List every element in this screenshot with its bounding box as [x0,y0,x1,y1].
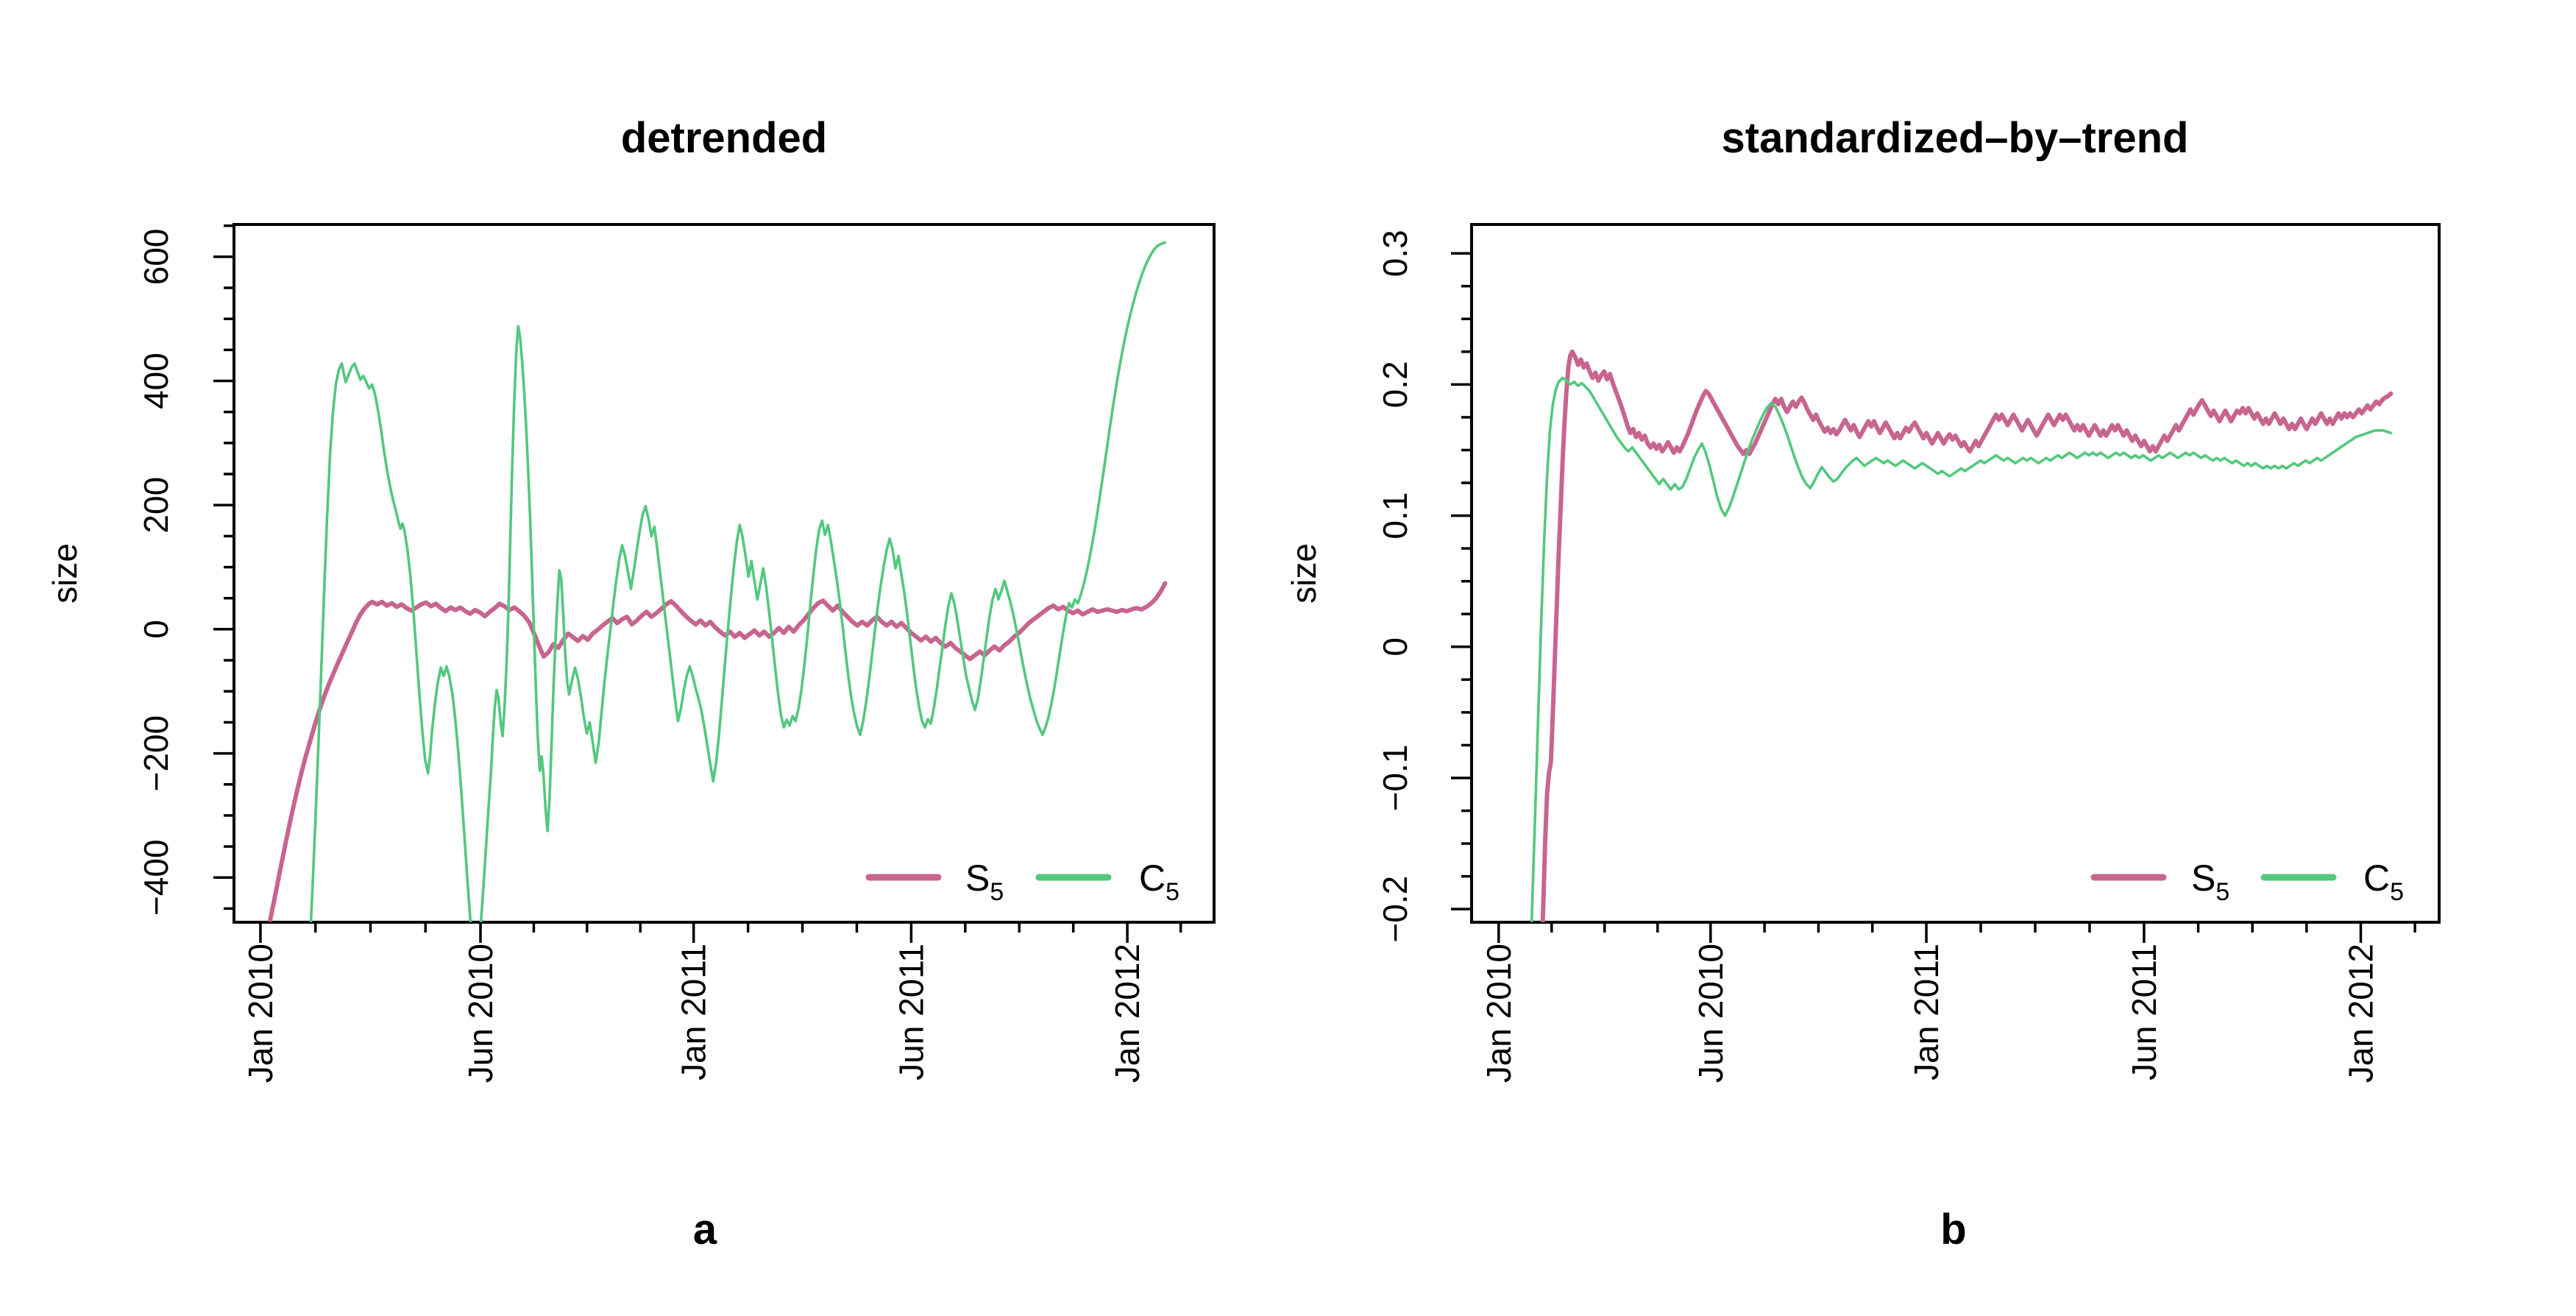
panel-a-tag: a [693,1206,717,1253]
x-tick-label: Jan 2010 [241,944,280,1083]
chart-layer: 600 400 200 0 −200 −400 Jan 2010 Jun 2010 Jan 20… [137,223,2441,1083]
y-tick-label: 200 [137,477,175,534]
y-tick-label: 0.3 [1376,230,1414,277]
plot-box-b [1470,223,2441,924]
panel-a-legend-c5-label: C5 [1139,857,1179,906]
y-tick-label: 0.2 [1376,361,1414,408]
c5-line-a [309,241,1167,922]
panel-a-ylabel: size [46,543,84,604]
y-tick-label: −200 [137,715,175,792]
x-tick-label: Jun 2010 [461,944,500,1083]
y-tick-label: 0 [137,620,175,639]
y-tick-label: −0.1 [1376,745,1414,812]
panel-b-tag: b [1940,1206,1966,1253]
x-tick-label: Jun 2011 [892,944,930,1080]
panel-a-legend-s5-label: S5 [965,857,1004,906]
x-tick-label: Jun 2010 [1692,944,1730,1083]
y-tick-label: 400 [137,353,175,409]
y-tick-label: −0.2 [1376,876,1414,943]
x-tick-label: Jan 2011 [1907,944,1945,1080]
x-tick-label: Jan 2012 [2341,944,2380,1083]
panel-b-legend-c5-label: C5 [2363,857,2404,906]
c5-line-b [1530,376,2393,922]
panel-a-title: detrended [621,114,827,162]
s5-line-b [1540,349,2394,922]
x-tick-label: Jun 2011 [2125,944,2163,1080]
y-tick-label: 600 [137,228,175,285]
y-tick-label: 0 [1376,637,1414,657]
x-tick-label: Jan 2010 [1480,944,1518,1083]
s5-line-a [268,581,1168,922]
x-tick-label: Jan 2012 [1108,944,1146,1083]
panel-b-ylabel: size [1285,543,1323,604]
x-tick-label: Jan 2011 [675,944,713,1080]
plot-box-a [233,223,1216,924]
y-tick-label: 0.1 [1376,492,1414,540]
y-tick-label: −400 [137,839,175,916]
panel-b-title: standardized–by–trend [1722,114,2189,162]
panel-b-legend-s5-label: S5 [2191,857,2229,906]
